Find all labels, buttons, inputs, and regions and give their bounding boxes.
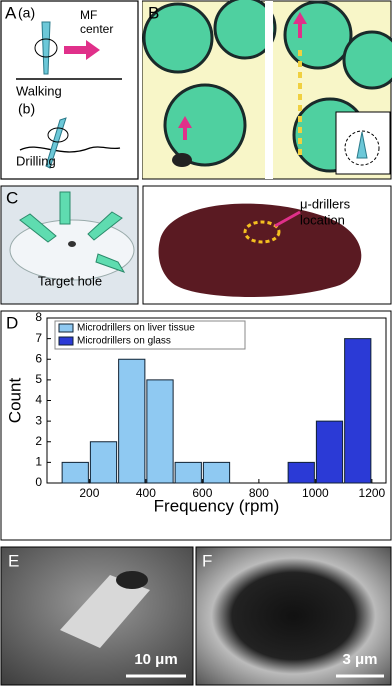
y-tick-label: 1 [35,455,42,469]
legend-swatch [58,323,74,333]
legend-label: Microdrillers on glass [77,336,171,347]
disk [9,219,135,281]
panel-label: C [6,188,18,207]
rotation [34,38,58,58]
y-tick-label: 4 [35,393,42,407]
gap [140,0,142,180]
panel-label: F [202,551,212,570]
bar [344,338,372,484]
annotation: Drilling [16,153,56,168]
sub-label: (a) [18,5,35,21]
cell [283,0,353,70]
x-tick-label: 200 [79,486,99,500]
bar [315,420,344,484]
y-tick-label: 0 [35,475,42,489]
surface-line [19,146,121,153]
legend-swatch [58,336,74,346]
driller [95,253,126,273]
annotation: Walking [16,83,62,98]
divider [265,1,273,179]
annotation: Target hole [38,273,102,288]
y-tick-label: 5 [35,372,42,386]
sub-label: (b) [18,101,35,117]
panel-a: A (a) MF center Walking (b) Drilling [0,0,139,180]
driller [60,575,150,648]
legend-box [54,320,246,350]
bar [61,461,89,484]
panel-b: B [140,0,392,180]
arrow [64,40,100,60]
scale-label: 3 μm [342,651,377,668]
bore [116,571,148,589]
cell [342,30,392,90]
chart: 0 1 2 3 4 5 6 7 8 200 400 600 800 1000 1200 Frequency (… [5,310,387,515]
panel-label: A [5,3,17,22]
blob [172,153,192,167]
annotation: MF [80,8,97,22]
annotation: μ-drillers [300,196,351,211]
arrow [293,12,307,38]
panel-frame [195,546,392,686]
bar [287,461,315,484]
annotation: center [80,22,113,36]
x-tick-label: 400 [136,486,156,500]
driller [87,211,123,241]
y-tick-label: 6 [35,351,42,365]
driller [41,21,51,75]
panel-c: Target hole C μ-drillers location [0,185,392,305]
panel-e: E 10 μm [0,546,194,686]
y-tick-label: 7 [35,331,42,345]
cell [142,2,214,74]
y-tick-label: 3 [35,413,42,427]
hole [68,241,76,247]
panel-label: B [148,3,159,22]
y-axis-label: Count [5,378,24,424]
x-axis-label: Frequency (rpm) [154,496,280,515]
driller [356,131,368,159]
bar [174,461,202,484]
y-tick-label: 8 [35,310,42,324]
cell [163,83,247,167]
panel-f: F 3 μm [195,546,392,686]
liver [158,203,362,298]
cell [213,0,277,60]
panel-label: D [6,313,18,332]
x-tick-label: 1200 [359,486,386,500]
legend-label: Microdrillers on liver tissue [77,323,195,334]
bar [89,441,118,484]
bar [146,379,174,484]
arrow [274,210,301,228]
panel-frame [0,0,139,180]
x-tick-label: 1000 [302,486,329,500]
scale-label: 10 μm [134,651,177,668]
target-ring [243,220,281,244]
bar [202,461,231,484]
x-tick-label: 600 [192,486,212,500]
x-tick-label: 800 [249,486,269,500]
panel-label: E [8,551,19,570]
annotation: location [300,212,345,227]
inset-ring [344,130,380,166]
driller [45,117,67,169]
arrow [178,116,192,140]
y-tick-label: 2 [35,434,42,448]
driller [59,191,71,225]
bar [118,358,146,484]
rotation [47,127,69,143]
driller [19,213,57,243]
